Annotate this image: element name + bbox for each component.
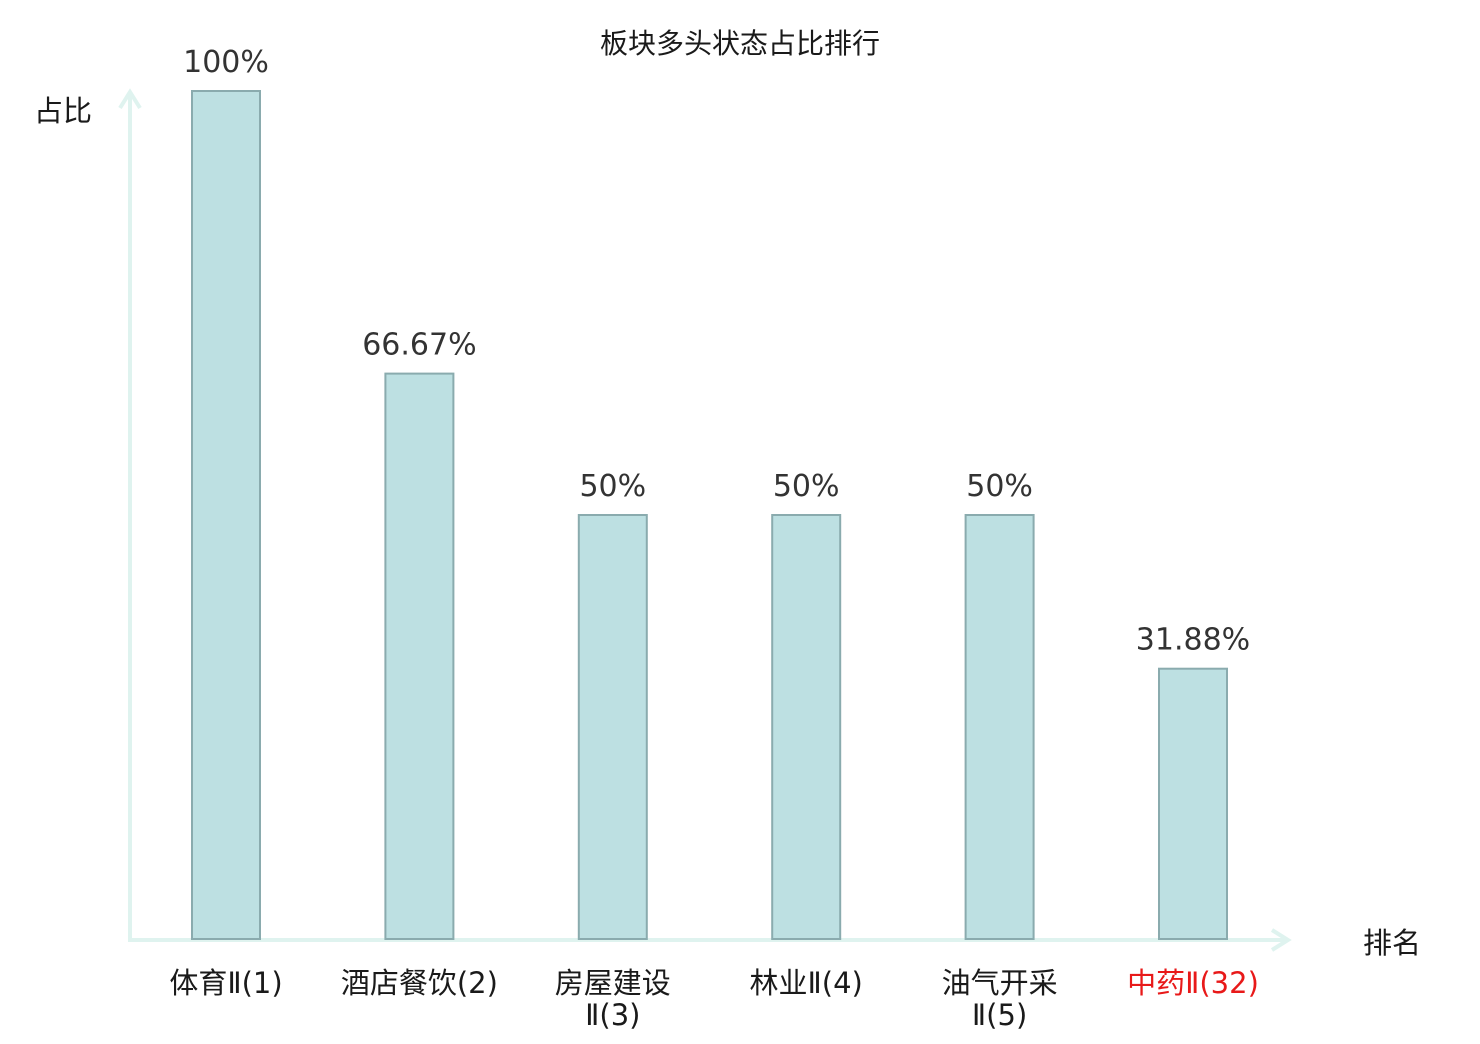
category-labels: 体育Ⅱ(1) 酒店餐饮(2) 房屋建设 Ⅱ(3) 林业Ⅱ(4) 油气开采 Ⅱ(5) 中药Ⅱ(3…: [169, 966, 1259, 1032]
bar-3: [577, 514, 648, 940]
category-label-3: 房屋建设 Ⅱ(3): [555, 966, 671, 1032]
category-label-4: 林业Ⅱ(4): [750, 966, 863, 1000]
category-label-line: 中药Ⅱ(32): [1127, 966, 1259, 1000]
x-axis-label: 排名: [1363, 926, 1421, 960]
bar-5: [964, 514, 1035, 940]
category-label-line: Ⅱ(3): [585, 998, 640, 1032]
value-label-4: 50%: [773, 469, 840, 504]
category-label-1: 体育Ⅱ(1): [169, 966, 282, 1000]
axes: [118, 88, 1292, 952]
category-label-line: 油气开采: [942, 966, 1058, 1000]
category-label-line: 林业Ⅱ(4): [750, 966, 863, 1000]
bar-4: [771, 514, 842, 940]
value-label-5: 50%: [966, 469, 1033, 504]
category-label-line: 酒店餐饮(2): [341, 966, 498, 1000]
chart-title: 板块多头状态占比排行: [600, 27, 880, 60]
y-axis-label: 占比: [34, 94, 92, 128]
value-label-3: 50%: [579, 469, 646, 504]
bar-1: [191, 90, 261, 940]
bar-6: [1158, 667, 1228, 940]
value-labels: 100% 66.67% 50% 50% 50% 31.88%: [183, 45, 1250, 658]
category-label-5: 油气开采 Ⅱ(5): [942, 966, 1058, 1032]
bar-2: [384, 372, 455, 941]
value-label-6: 31.88%: [1136, 623, 1250, 658]
category-label-2: 酒店餐饮(2): [341, 966, 498, 1000]
bars: [191, 90, 1228, 941]
category-label-line: Ⅱ(5): [972, 998, 1027, 1032]
category-label-line: 房屋建设: [555, 966, 671, 1000]
value-label-2: 66.67%: [362, 328, 476, 363]
x-axis-arrow: [1270, 928, 1292, 952]
category-label-line: 体育Ⅱ(1): [169, 966, 282, 1000]
y-axis-arrow: [118, 88, 142, 110]
category-label-6: 中药Ⅱ(32): [1127, 966, 1259, 1000]
value-label-1: 100%: [183, 45, 269, 80]
